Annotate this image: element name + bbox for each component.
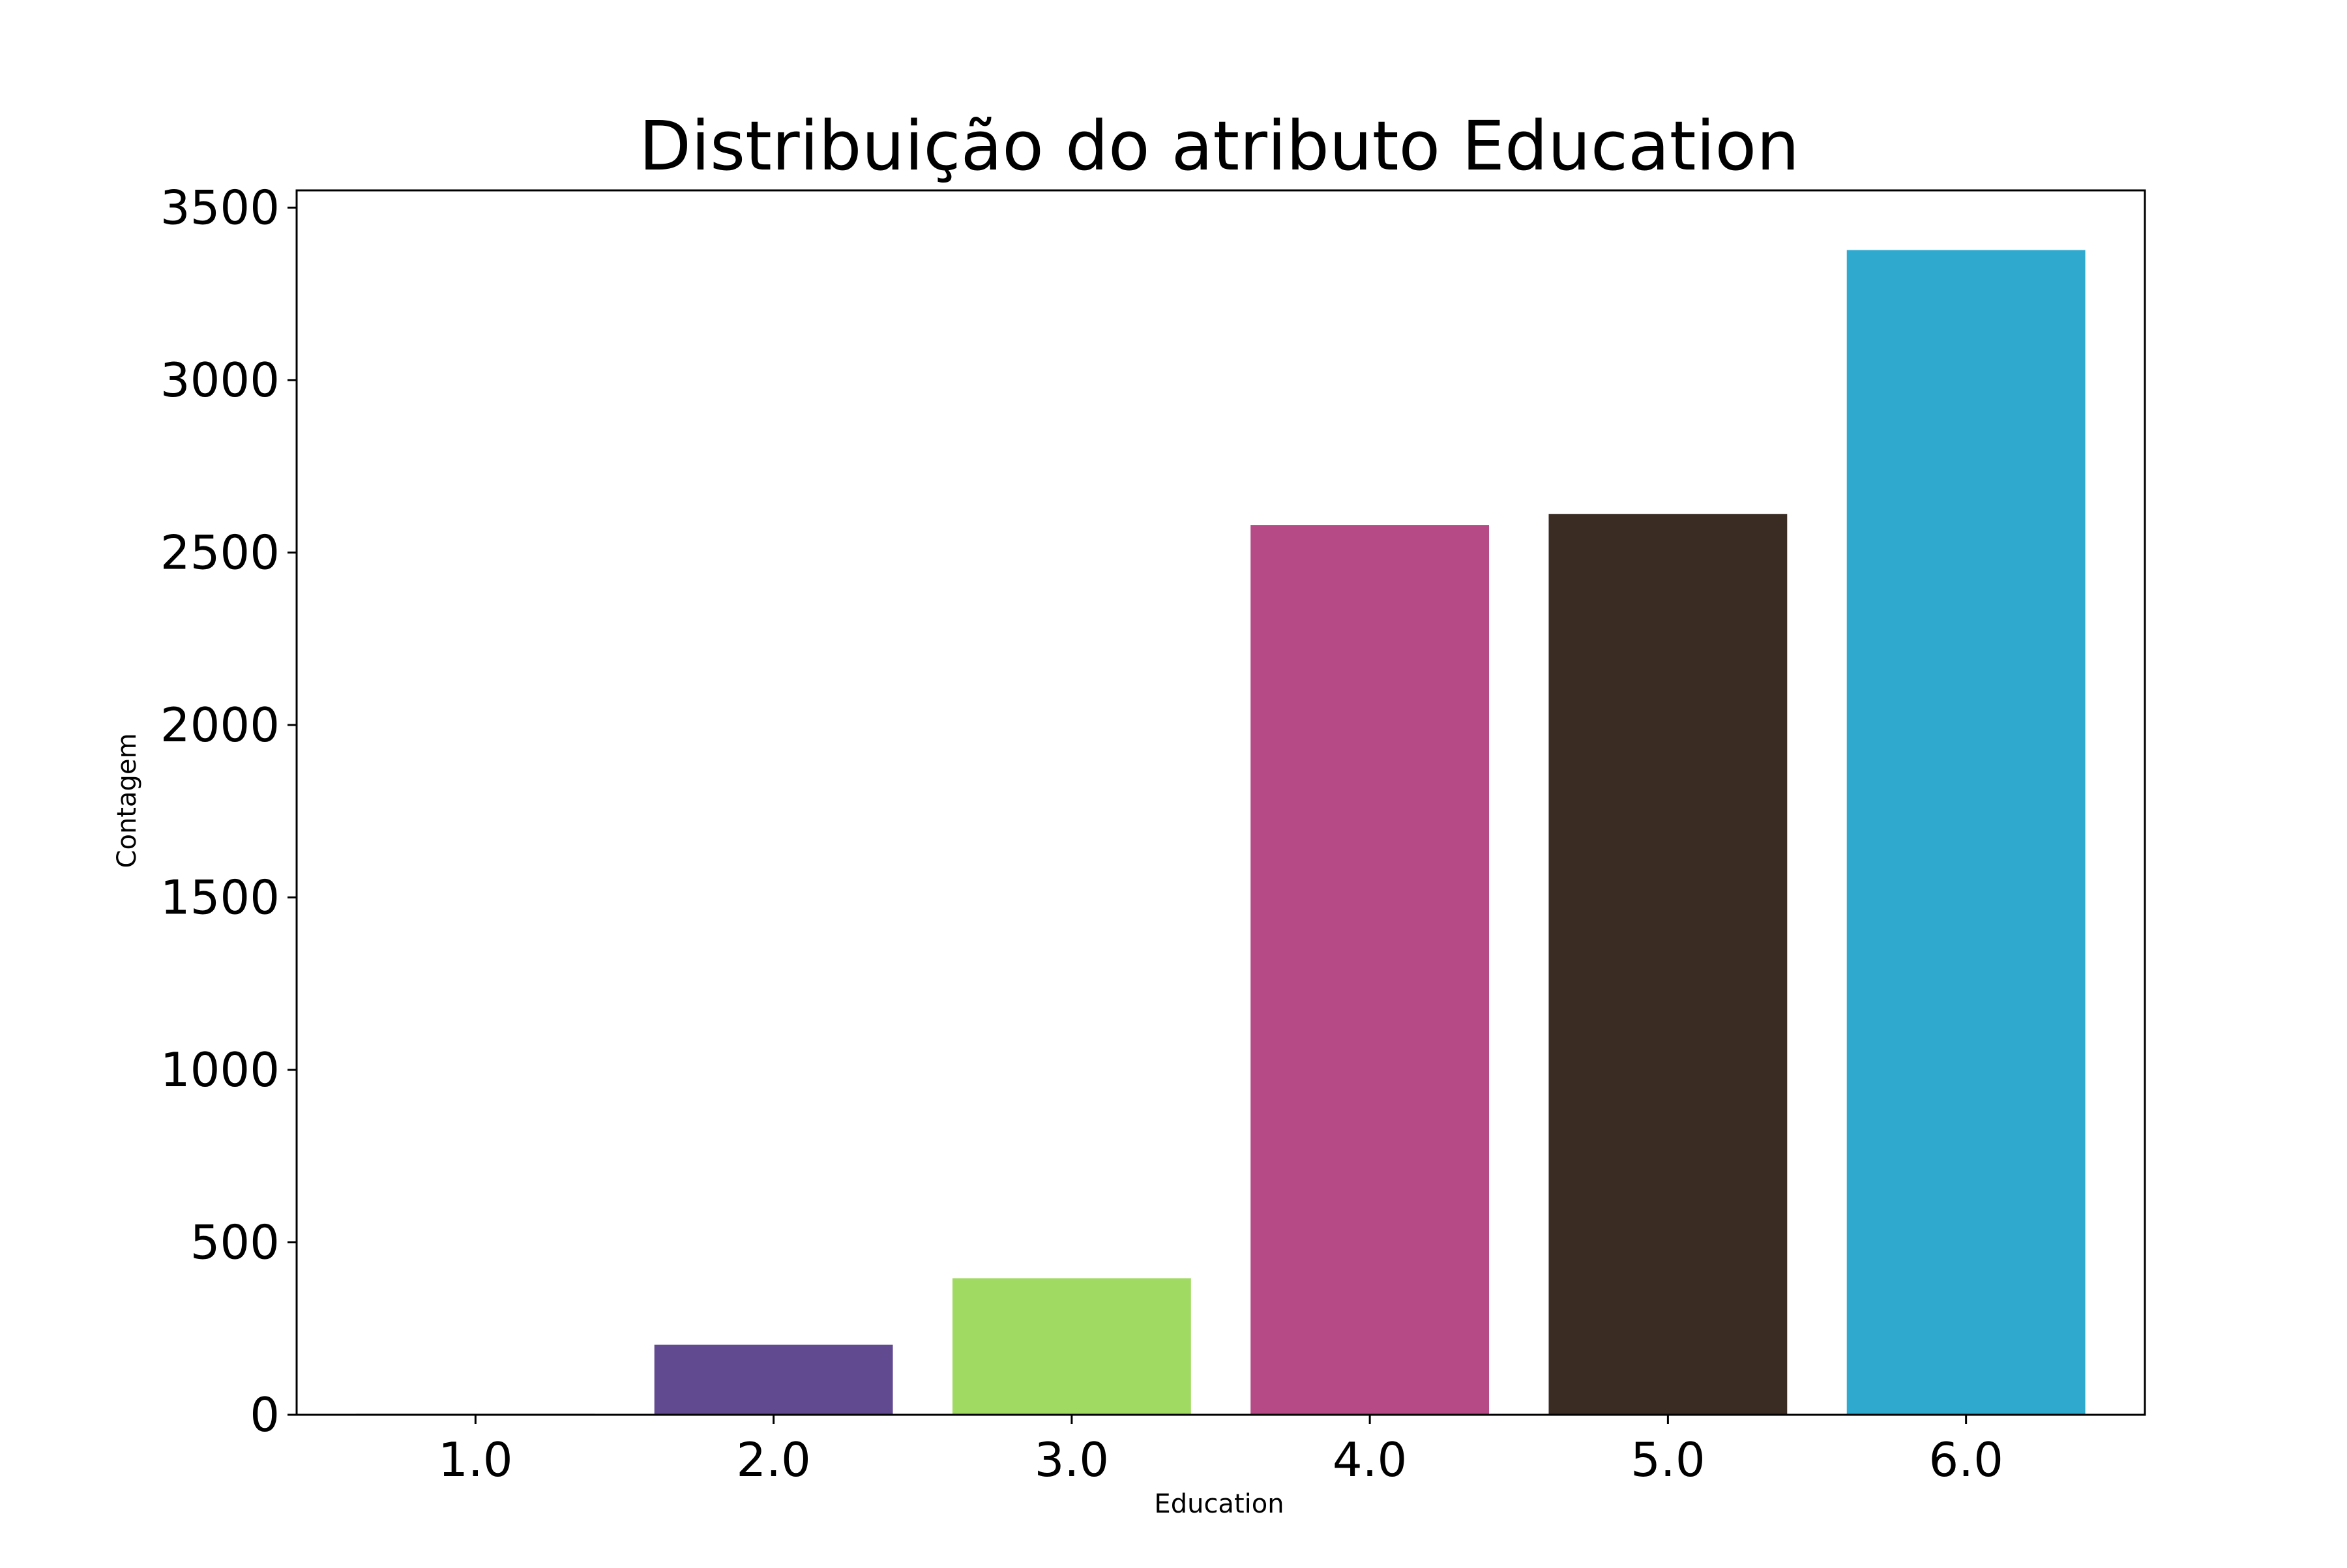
x-tick-label: 4.0: [1333, 1432, 1408, 1487]
x-tick-label: 6.0: [1928, 1432, 2003, 1487]
y-tick-label: 3000: [160, 353, 280, 407]
x-tick-label: 3.0: [1035, 1432, 1110, 1487]
y-tick-label: 1000: [160, 1043, 280, 1097]
x-tick-label: 1.0: [438, 1432, 513, 1487]
x-axis-label: Education: [1154, 1489, 1284, 1519]
x-tick-label: 2.0: [736, 1432, 811, 1487]
chart-title: Distribuição do atributo Education: [639, 106, 1799, 186]
bars-group: [356, 250, 2086, 1415]
y-tick-label: 0: [250, 1387, 280, 1442]
bar-6.0: [1846, 250, 2086, 1415]
x-tick-label: 5.0: [1631, 1432, 1705, 1487]
y-tick-label: 2000: [160, 698, 280, 752]
y-tick-label: 500: [190, 1215, 280, 1269]
bar-3.0: [952, 1278, 1191, 1415]
bar-5.0: [1548, 514, 1788, 1415]
bar-2.0: [654, 1344, 893, 1415]
y-axis-ticks: 0 500 1000 1500 2000 2500 3000 3500: [160, 180, 297, 1442]
y-tick-label: 2500: [160, 525, 280, 580]
x-axis-ticks: 1.0 2.0 3.0 4.0 5.0 6.0: [438, 1415, 2003, 1487]
y-axis-label: Contagem: [112, 733, 142, 868]
plot-frame: [295, 189, 2146, 1416]
y-tick-label: 3500: [160, 180, 280, 235]
y-tick-label: 1500: [160, 870, 280, 925]
bar-4.0: [1250, 525, 1490, 1415]
